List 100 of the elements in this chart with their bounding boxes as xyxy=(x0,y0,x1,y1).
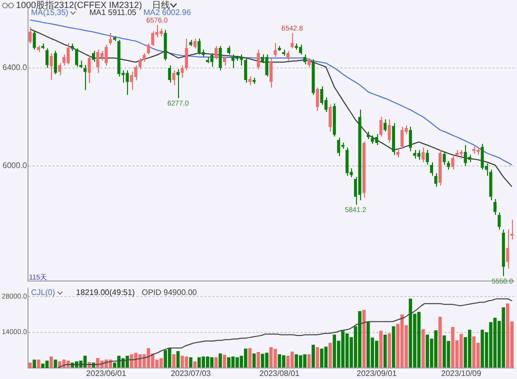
bar xyxy=(244,348,248,368)
candlestick xyxy=(88,55,91,84)
candlestick xyxy=(328,104,332,132)
candlestick xyxy=(108,32,112,46)
candlestick xyxy=(28,26,32,44)
bar xyxy=(383,334,387,368)
bar xyxy=(426,334,430,368)
bar xyxy=(172,354,176,368)
candlestick xyxy=(455,150,458,158)
chart-title: 1000股指2312(CFFEX IM2312) xyxy=(16,0,142,10)
candlestick xyxy=(392,122,396,156)
candlestick xyxy=(426,150,429,166)
bar xyxy=(506,303,510,368)
candlestick xyxy=(316,87,320,112)
candlestick xyxy=(506,229,510,270)
legend-title: MA(15,35) xyxy=(31,8,68,17)
candlestick xyxy=(438,150,442,186)
candlestick xyxy=(45,48,49,68)
text: OPID 94900.00 xyxy=(142,288,197,298)
candlestick xyxy=(337,137,340,157)
bar xyxy=(480,330,484,368)
candlestick xyxy=(244,58,248,84)
candlestick xyxy=(294,43,298,50)
bar xyxy=(206,356,210,368)
bar xyxy=(210,357,214,368)
candlestick xyxy=(96,49,100,74)
bar xyxy=(434,330,438,368)
bar xyxy=(198,357,201,368)
bar xyxy=(248,348,252,368)
candlestick xyxy=(370,134,374,144)
y-tick-label: 6400.0 xyxy=(2,63,28,72)
candlestick xyxy=(299,44,302,56)
candlestick xyxy=(240,54,243,66)
candlestick xyxy=(256,49,260,70)
candlestick xyxy=(274,42,277,58)
candlestick xyxy=(248,76,252,86)
bar xyxy=(227,357,230,368)
candlestick xyxy=(193,38,196,49)
x-tick-label: 2023/10/09 xyxy=(441,369,482,378)
candlestick xyxy=(214,45,218,60)
bar xyxy=(126,356,129,368)
x-tick-label: 2023/06/01 xyxy=(86,369,127,378)
bar xyxy=(472,336,476,368)
bar xyxy=(358,311,362,368)
candlestick xyxy=(269,58,273,88)
candlestick xyxy=(375,134,378,146)
bar xyxy=(320,348,324,368)
bar xyxy=(460,334,463,368)
bar xyxy=(493,318,497,368)
candlestick xyxy=(480,143,484,170)
bar xyxy=(417,312,421,368)
candlestick xyxy=(70,43,74,52)
bar xyxy=(468,330,472,368)
candlestick xyxy=(451,154,454,170)
candlestick xyxy=(286,50,290,62)
candlestick xyxy=(130,71,134,91)
candlestick xyxy=(172,70,176,86)
bar xyxy=(451,326,454,368)
candlestick xyxy=(176,68,180,99)
candlestick xyxy=(184,38,188,71)
text: MA1 5911.05 xyxy=(89,8,136,17)
candlestick xyxy=(151,30,154,46)
candlestick xyxy=(75,48,78,68)
candlestick xyxy=(290,32,294,49)
candlestick xyxy=(396,148,400,158)
candlestick xyxy=(218,45,222,71)
bar xyxy=(388,333,391,368)
candlestick xyxy=(168,65,172,84)
candlestick xyxy=(146,43,150,56)
bar xyxy=(96,358,100,368)
candlestick xyxy=(384,118,387,132)
candlestick xyxy=(341,142,344,150)
candlestick xyxy=(252,77,256,84)
candlestick xyxy=(413,150,416,160)
candlestick xyxy=(362,140,366,198)
bar xyxy=(50,356,53,368)
candlestick xyxy=(265,54,268,78)
bar xyxy=(41,364,44,368)
candlestick xyxy=(189,39,192,46)
bar xyxy=(45,360,49,368)
candlestick xyxy=(312,58,315,96)
candlestick xyxy=(408,126,412,152)
bar xyxy=(303,354,306,368)
text: MA2 6002.96 xyxy=(143,8,191,17)
x-tick-label: 2023/07/03 xyxy=(170,369,212,378)
bar xyxy=(164,350,167,368)
candlestick xyxy=(126,70,129,96)
bar xyxy=(28,362,32,368)
candlestick xyxy=(468,154,472,163)
y-tick-label: 6000.0 xyxy=(2,161,28,170)
candlestick xyxy=(282,49,286,56)
candlestick xyxy=(379,116,382,138)
candlestick xyxy=(84,64,87,91)
bar xyxy=(294,354,298,368)
bar xyxy=(375,340,378,368)
annotation: 18219.00(49:51) xyxy=(76,288,135,298)
bar xyxy=(32,360,36,368)
candlestick xyxy=(231,54,234,68)
candlestick xyxy=(210,52,214,68)
candlestick xyxy=(222,56,226,66)
